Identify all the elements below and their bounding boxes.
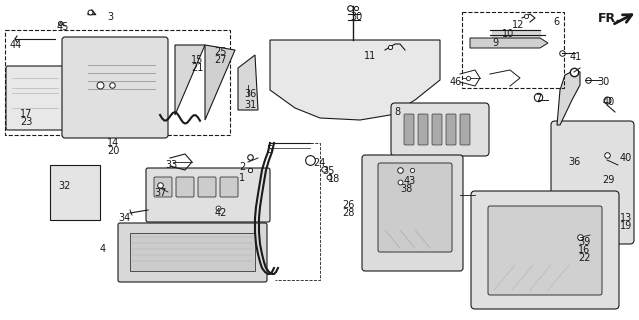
- Text: 36: 36: [244, 89, 256, 99]
- FancyBboxPatch shape: [378, 163, 452, 252]
- FancyBboxPatch shape: [471, 191, 619, 309]
- Text: 23: 23: [20, 117, 33, 127]
- Text: 36: 36: [568, 157, 580, 167]
- FancyBboxPatch shape: [432, 114, 442, 145]
- FancyBboxPatch shape: [198, 177, 216, 197]
- FancyBboxPatch shape: [50, 165, 100, 220]
- Text: 39: 39: [578, 237, 590, 247]
- Polygon shape: [238, 55, 258, 110]
- FancyBboxPatch shape: [6, 66, 65, 130]
- FancyBboxPatch shape: [154, 177, 172, 197]
- Text: 6: 6: [553, 17, 559, 27]
- Text: 38: 38: [400, 184, 412, 194]
- Text: 15: 15: [191, 55, 203, 65]
- Text: 21: 21: [191, 63, 203, 73]
- Text: 5: 5: [266, 145, 272, 155]
- Text: 29: 29: [602, 175, 614, 185]
- Text: 3: 3: [107, 12, 113, 22]
- Text: 46: 46: [450, 77, 462, 87]
- FancyBboxPatch shape: [130, 233, 255, 271]
- Text: 34: 34: [118, 213, 130, 223]
- Text: 45: 45: [57, 22, 70, 32]
- Text: 42: 42: [215, 208, 227, 218]
- Text: 10: 10: [502, 29, 514, 39]
- Text: 20: 20: [107, 146, 119, 156]
- Text: 7: 7: [535, 94, 541, 104]
- Text: 31: 31: [244, 100, 256, 110]
- FancyBboxPatch shape: [551, 121, 634, 244]
- FancyBboxPatch shape: [362, 155, 463, 271]
- FancyBboxPatch shape: [62, 37, 168, 138]
- Text: 44: 44: [10, 40, 22, 50]
- Polygon shape: [470, 38, 548, 48]
- Polygon shape: [205, 45, 235, 120]
- Text: 40: 40: [603, 97, 615, 107]
- Text: 13: 13: [620, 213, 632, 223]
- Text: 14: 14: [107, 138, 119, 148]
- Text: 27: 27: [214, 55, 226, 65]
- Text: 41: 41: [570, 52, 582, 62]
- Text: FR.: FR.: [598, 12, 621, 25]
- Text: 16: 16: [578, 245, 590, 255]
- Text: 24: 24: [313, 158, 325, 168]
- Text: 1: 1: [239, 173, 245, 183]
- FancyBboxPatch shape: [176, 177, 194, 197]
- Text: 11: 11: [364, 51, 376, 61]
- FancyBboxPatch shape: [118, 223, 267, 282]
- Text: 17: 17: [20, 109, 33, 119]
- FancyBboxPatch shape: [220, 177, 238, 197]
- Text: 32: 32: [58, 181, 70, 191]
- FancyBboxPatch shape: [146, 168, 270, 222]
- Text: 18: 18: [328, 174, 340, 184]
- Text: 2: 2: [239, 162, 245, 172]
- Polygon shape: [270, 40, 440, 120]
- Text: 43: 43: [404, 176, 416, 186]
- Text: 33: 33: [165, 160, 177, 170]
- Text: 30: 30: [597, 77, 609, 87]
- FancyBboxPatch shape: [460, 114, 470, 145]
- FancyBboxPatch shape: [446, 114, 456, 145]
- Polygon shape: [492, 30, 540, 38]
- Text: 8: 8: [394, 107, 400, 117]
- Text: 40: 40: [620, 153, 632, 163]
- FancyBboxPatch shape: [488, 206, 602, 295]
- Text: 19: 19: [620, 221, 632, 231]
- Text: 9: 9: [492, 38, 498, 48]
- Polygon shape: [175, 45, 205, 115]
- Polygon shape: [557, 70, 580, 125]
- FancyBboxPatch shape: [391, 103, 489, 156]
- Text: 35: 35: [322, 166, 334, 176]
- Text: 37: 37: [154, 188, 166, 198]
- Text: 28: 28: [342, 208, 355, 218]
- FancyBboxPatch shape: [418, 114, 428, 145]
- Text: 22: 22: [578, 253, 590, 263]
- Text: 25: 25: [214, 47, 226, 57]
- Text: 26: 26: [342, 200, 355, 210]
- Text: 30: 30: [350, 12, 362, 22]
- FancyBboxPatch shape: [404, 114, 414, 145]
- Text: 12: 12: [512, 20, 525, 30]
- Text: 4: 4: [100, 244, 106, 254]
